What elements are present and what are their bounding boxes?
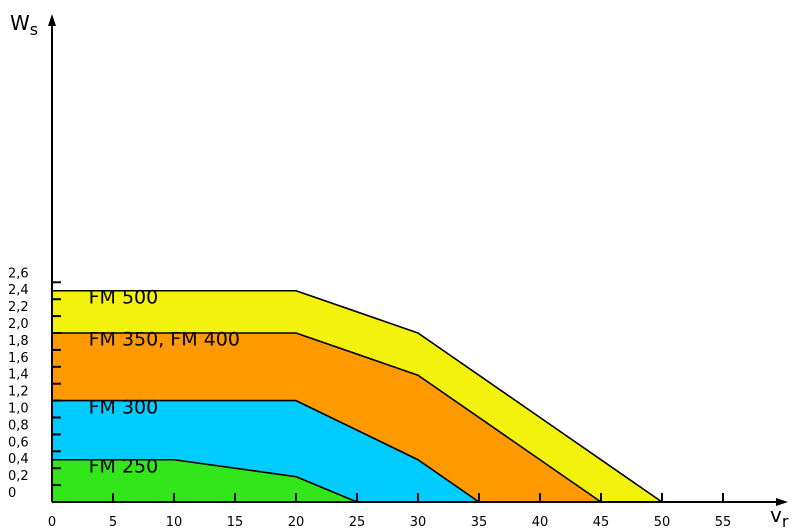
area-4: [52, 459, 357, 502]
y-tick-label: 1,8: [8, 334, 29, 349]
ticks-layer: 0 5 10 15 20 25 30 35 40 45 50 55 0 0,2 0,4 0,6 0,81,0 1,…: [8, 266, 731, 530]
y-tick-label: 1,2: [8, 385, 29, 400]
y-tick-label: 0: [8, 486, 16, 501]
y-tick-label: 1,4: [8, 368, 29, 383]
area-boundary-1: [52, 289, 663, 503]
area-label: FM 350, FM 400: [89, 329, 240, 351]
y-tick-label: 0,2: [8, 469, 29, 484]
x-tick-label: 20: [288, 515, 305, 530]
y-tick-label: 0,6: [8, 435, 29, 450]
y-tick-label: 2,0: [8, 317, 29, 332]
y-tick-label: 2,6: [8, 266, 29, 281]
y-tick-label: 1,0: [8, 402, 29, 417]
area-label: FM 500: [89, 286, 159, 308]
y-axis-title-sub: s: [30, 20, 38, 39]
y-tick-label: 0,4: [8, 452, 29, 467]
y-tick-label: 0,8: [8, 418, 29, 433]
y-axis-arrow-icon: [48, 14, 56, 26]
y-tick-label: 2,2: [8, 300, 29, 315]
x-axis-title-sub: r: [782, 512, 789, 531]
x-tick-label: 0: [48, 515, 56, 530]
labels-layer: FM 500 FM 350, FM 400 FM 300 FM 250: [89, 286, 240, 477]
x-axis-title: vr: [770, 503, 789, 531]
x-tick-label: 5: [109, 515, 117, 530]
y-tick-label: 2,4: [8, 283, 29, 298]
area-boundary-2: [52, 332, 602, 503]
x-tick-label: 40: [532, 515, 549, 530]
x-axis-arrow-icon: [776, 498, 788, 506]
x-tick-label: 45: [593, 515, 610, 530]
x-tick-label: 35: [471, 515, 488, 530]
x-tick-label: 25: [349, 515, 366, 530]
x-tick-label: 55: [715, 515, 732, 530]
x-tick-label: 10: [166, 515, 183, 530]
area-boundary-4: [52, 458, 358, 503]
area-label: FM 250: [89, 455, 159, 477]
x-tick-label: 50: [654, 515, 671, 530]
x-tick-label: 15: [227, 515, 244, 530]
y-axis-title-main: W: [10, 11, 30, 35]
y-tick-label: 1,6: [8, 351, 29, 366]
x-tick-label: 30: [410, 515, 427, 530]
area-boundary-3: [52, 399, 480, 503]
area-label: FM 300: [89, 396, 159, 418]
y-axis-title: Ws: [10, 11, 38, 39]
areas-layer: [52, 289, 663, 503]
x-axis-title-main: v: [770, 503, 782, 527]
